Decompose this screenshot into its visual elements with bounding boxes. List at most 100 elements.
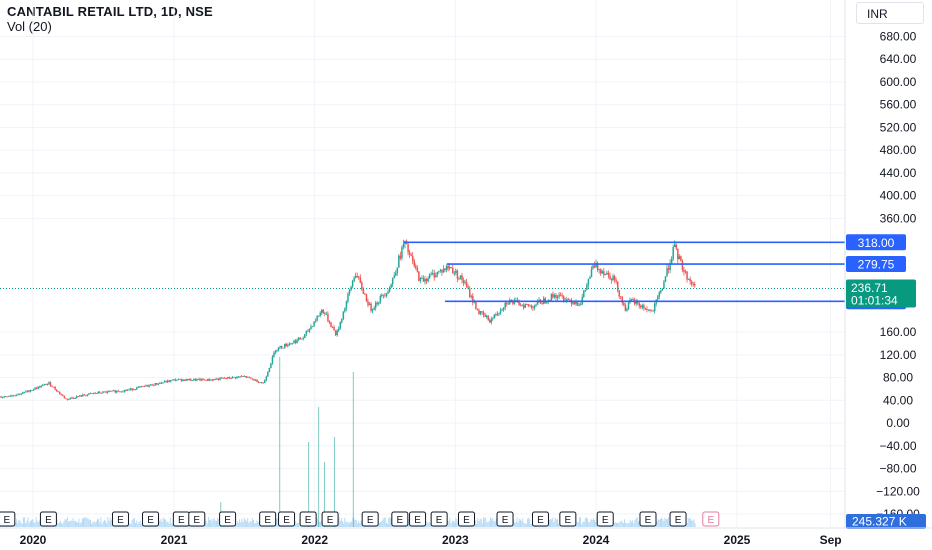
volume-bar (276, 518, 278, 527)
volume-bar (555, 519, 557, 527)
volume-bar (656, 521, 658, 527)
earnings-marker[interactable]: E (496, 511, 514, 527)
candle-body (217, 378, 220, 380)
volume-bar (295, 523, 297, 527)
earnings-marker[interactable]: E (188, 511, 206, 527)
price-tick-label: 560.00 (880, 98, 917, 112)
earnings-marker[interactable]: E (361, 511, 379, 527)
candle-body (17, 393, 19, 395)
price-tick-label: −40.00 (879, 439, 916, 453)
currency-selector[interactable]: INR (856, 2, 924, 24)
earnings-badge (188, 511, 206, 527)
earnings-marker[interactable]: E (111, 511, 129, 527)
volume-bar (627, 522, 629, 527)
volume-bar (554, 517, 556, 527)
earnings-marker[interactable]: E (278, 511, 296, 527)
candle-body (550, 293, 553, 301)
candle-body (448, 267, 451, 269)
candle-body (169, 380, 172, 382)
earnings-marker[interactable]: E (259, 511, 277, 527)
candle-body (578, 305, 580, 307)
volume-bar (663, 521, 665, 527)
volume-bar (485, 517, 487, 527)
volume-bar (428, 521, 430, 527)
volume-bar (249, 521, 251, 527)
earnings-marker[interactable]: E (0, 511, 16, 527)
candle-body (131, 388, 133, 391)
candle-body (493, 314, 496, 319)
candle-body (129, 388, 132, 390)
candle-body (521, 305, 523, 307)
volume-bar (620, 520, 622, 527)
volume-bar (450, 523, 452, 527)
earnings-badge (278, 511, 296, 527)
volume-bar (64, 519, 66, 527)
volume-bar (484, 518, 486, 527)
earnings-label: E (707, 515, 714, 526)
candle-body (391, 278, 394, 285)
earnings-marker[interactable]: E (559, 511, 577, 527)
candle-body (15, 394, 18, 396)
candle-body (143, 386, 146, 387)
volume-bar (22, 517, 24, 527)
earnings-marker[interactable]: E (639, 511, 657, 527)
volume-indicator-label[interactable]: Vol (20) (7, 19, 52, 34)
candle-body (314, 320, 317, 322)
candle-body (160, 382, 163, 384)
candle-body (74, 398, 76, 399)
candle-body (358, 276, 360, 278)
candle-body (176, 380, 178, 381)
candle-body (361, 282, 363, 289)
earnings-marker[interactable]: E (702, 511, 720, 527)
candle-body (112, 390, 115, 392)
candle-body (105, 391, 107, 393)
time-tick-label: 2021 (161, 533, 188, 547)
volume-bar (338, 517, 340, 527)
earnings-marker[interactable]: E (142, 511, 160, 527)
volume-bar (449, 517, 451, 527)
earnings-marker[interactable]: E (596, 511, 614, 527)
candle-body (616, 281, 619, 291)
candle-body (499, 310, 502, 314)
candle-body (257, 382, 260, 383)
volume-bar (494, 521, 496, 527)
candle-body (344, 308, 346, 312)
earnings-marker[interactable]: E (172, 511, 190, 527)
volume-bar (350, 521, 352, 527)
earnings-marker[interactable]: E (430, 511, 448, 527)
candle-body (681, 261, 684, 270)
volume-spike (323, 462, 325, 527)
earnings-marker[interactable]: E (391, 511, 409, 527)
volume-bar (584, 518, 586, 527)
candle-body (692, 283, 694, 285)
volume-bar (244, 519, 246, 527)
candle-body (453, 272, 456, 274)
volume-bar (242, 521, 244, 527)
candle-body (382, 294, 385, 296)
candle-body (590, 268, 593, 278)
candle-body (159, 382, 161, 384)
earnings-badge (430, 511, 448, 527)
candle-body (219, 377, 221, 380)
candle-body (37, 386, 39, 389)
earnings-marker[interactable]: E (321, 511, 339, 527)
earnings-marker[interactable]: E (457, 511, 475, 527)
earnings-marker[interactable]: E (219, 511, 237, 527)
candle-body (479, 311, 482, 314)
volume-bar (165, 519, 167, 527)
earnings-marker[interactable]: E (669, 511, 687, 527)
volume-bar (658, 519, 660, 527)
earnings-marker[interactable]: E (531, 511, 549, 527)
volume-bar (530, 523, 532, 527)
earnings-marker[interactable]: E (39, 511, 57, 527)
volume-bar (359, 522, 361, 527)
volume-bar (637, 521, 639, 527)
volume-bar (659, 518, 661, 527)
candle-body (140, 386, 143, 387)
volume-bar (139, 520, 141, 527)
earnings-marker[interactable]: E (409, 511, 427, 527)
earnings-marker[interactable]: E (299, 511, 317, 527)
volume-bar (95, 521, 97, 527)
candle-body (666, 268, 668, 277)
